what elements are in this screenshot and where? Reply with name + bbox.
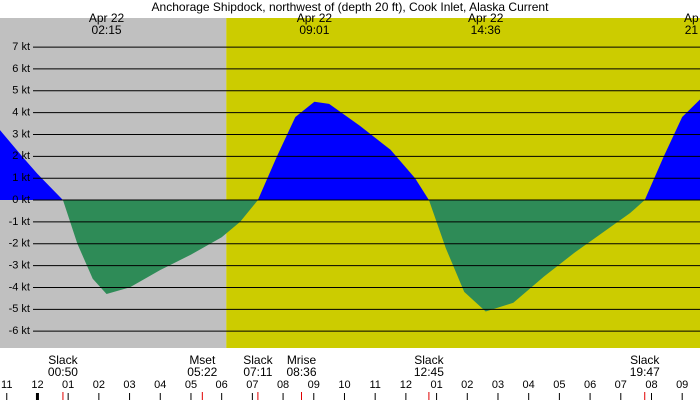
y-tick-label: -4 kt (9, 281, 30, 293)
ebb-area (62, 200, 645, 312)
event-name: Slack (630, 353, 660, 367)
x-tick-label: 09 (308, 379, 320, 391)
y-tick-label: 0 kt (12, 194, 30, 206)
top-time-label: 09:01 (299, 23, 329, 37)
event-name: Slack (48, 353, 78, 367)
event-name: Slack (414, 353, 444, 367)
x-tick-label: 02 (93, 379, 105, 391)
y-tick-label: -2 kt (9, 238, 30, 250)
event-time: 08:36 (286, 365, 316, 379)
top-time-label: 02:15 (92, 23, 122, 37)
x-tick-label: 03 (123, 379, 135, 391)
x-tick-label: 08 (645, 379, 657, 391)
chart-title: Anchorage Shipdock, northwest of (depth … (152, 0, 550, 14)
top-date-label: Ap (684, 11, 699, 25)
x-tick-label: 01 (62, 379, 74, 391)
x-tick-label: 04 (523, 379, 535, 391)
y-tick-label: 2 kt (12, 150, 30, 162)
flood-area (0, 99, 700, 201)
event-name: Mrise (287, 353, 317, 367)
top-time-label: 14:36 (471, 23, 501, 37)
event-time: 07:11 (243, 365, 272, 379)
event-time: 05:22 (187, 365, 217, 379)
y-tick-label: -5 kt (9, 303, 30, 315)
y-tick-label: -6 kt (9, 325, 30, 337)
event-time: 19:47 (630, 365, 660, 379)
x-tick-label: 12 (400, 379, 412, 391)
x-tick-label: 06 (216, 379, 228, 391)
top-date-label: Apr 22 (297, 11, 333, 25)
event-time: 12:45 (414, 365, 444, 379)
top-date-label: Apr 22 (468, 11, 504, 25)
x-tick-label: 07 (615, 379, 627, 391)
x-tick-label: 11 (369, 379, 380, 391)
top-date-label: Apr 22 (89, 11, 125, 25)
y-tick-label: 6 kt (12, 63, 30, 75)
y-tick-label: 1 kt (12, 172, 30, 184)
x-tick-label: 12 (31, 379, 43, 391)
event-name: Slack (243, 353, 273, 367)
y-tick-label: 3 kt (12, 128, 30, 140)
x-tick-label: 04 (154, 379, 166, 391)
x-tick-label: 05 (185, 379, 197, 391)
x-tick-label: 08 (277, 379, 289, 391)
event-time: 00:50 (48, 365, 78, 379)
y-tick-label: 5 kt (12, 85, 30, 97)
y-tick-label: 4 kt (12, 107, 30, 119)
x-tick-label: 06 (584, 379, 596, 391)
event-name: Mset (189, 353, 216, 367)
y-tick-label: -1 kt (9, 216, 30, 228)
y-tick-label: -3 kt (9, 260, 30, 272)
y-tick-label: 7 kt (12, 41, 30, 53)
x-tick-label: 07 (246, 379, 258, 391)
x-tick-label: 10 (338, 379, 350, 391)
x-tick-label: 09 (676, 379, 688, 391)
top-time-label: 21 (685, 23, 699, 37)
x-tick-label: 11 (1, 379, 12, 391)
x-tick-label: 03 (492, 379, 504, 391)
x-tick-label: 02 (461, 379, 473, 391)
x-tick-label: 01 (430, 379, 442, 391)
x-tick-label: 05 (553, 379, 565, 391)
